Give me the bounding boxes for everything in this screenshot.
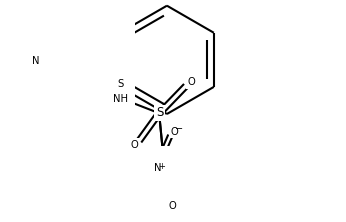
Text: N: N [154,163,161,173]
Text: O: O [131,140,139,150]
Text: +: + [158,162,165,170]
Text: NH: NH [113,94,128,104]
Text: N: N [32,56,40,66]
Text: S: S [156,106,163,119]
Text: O: O [170,127,178,137]
Text: O: O [168,201,176,211]
Text: O: O [188,77,195,87]
Text: −: − [175,124,183,134]
Text: S: S [118,79,124,89]
